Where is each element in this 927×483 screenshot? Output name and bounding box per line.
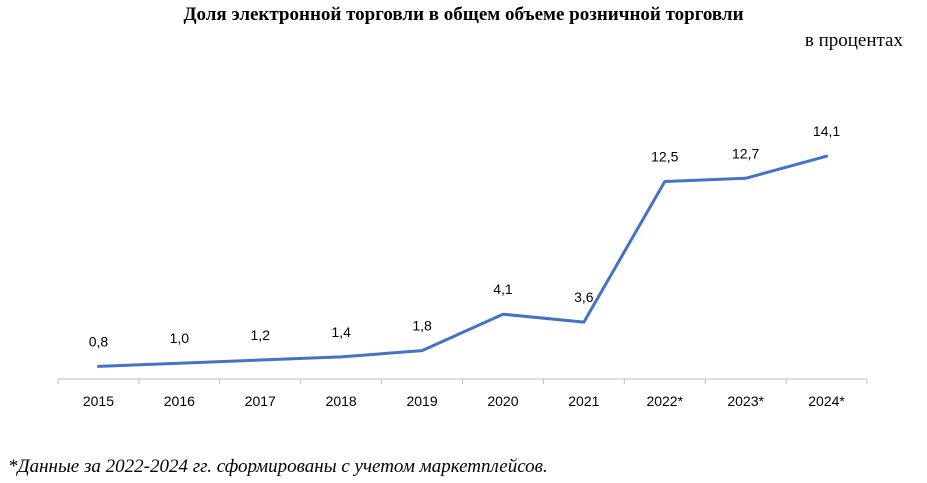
data-label: 3,6 [574, 289, 594, 305]
chart-subtitle: в процентах [804, 30, 903, 51]
x-tick-label: 2023* [727, 393, 764, 409]
series-layer [97, 154, 829, 368]
x-tick-labels: 2015 2016 2017 2018 2019 2020 2021 2022* 2023* 20… [83, 393, 846, 409]
x-tick-label: 2015 [83, 393, 114, 409]
x-tick-label: 2019 [406, 393, 437, 409]
x-axis [57, 378, 868, 384]
x-tick-label: 2017 [245, 393, 276, 409]
data-label: 12,5 [651, 149, 678, 165]
chart-title: Доля электронной торговли в общем объеме… [183, 4, 744, 25]
series-line [97, 154, 829, 368]
data-labels: 0,8 1,0 1,2 1,4 1,8 4,1 3,6 12,5 12,7 14,1 [89, 123, 841, 349]
data-label: 14,1 [813, 123, 840, 139]
data-label: 1,0 [170, 330, 190, 346]
data-label: 4,1 [493, 281, 513, 297]
x-tick-label: 2024* [808, 393, 845, 409]
x-tick-label: 2016 [164, 393, 195, 409]
x-tick-label: 2018 [326, 393, 357, 409]
data-label: 1,4 [331, 324, 351, 340]
x-tick-label: 2022* [646, 393, 683, 409]
data-label: 1,8 [412, 318, 432, 334]
x-tick-label: 2020 [487, 393, 518, 409]
x-tick-label: 2021 [568, 393, 599, 409]
data-label: 0,8 [89, 333, 109, 349]
data-label: 1,2 [251, 327, 271, 343]
data-label: 12,7 [732, 145, 759, 161]
footnote: *Данные за 2022-2024 гг. сформированы с … [8, 456, 548, 477]
